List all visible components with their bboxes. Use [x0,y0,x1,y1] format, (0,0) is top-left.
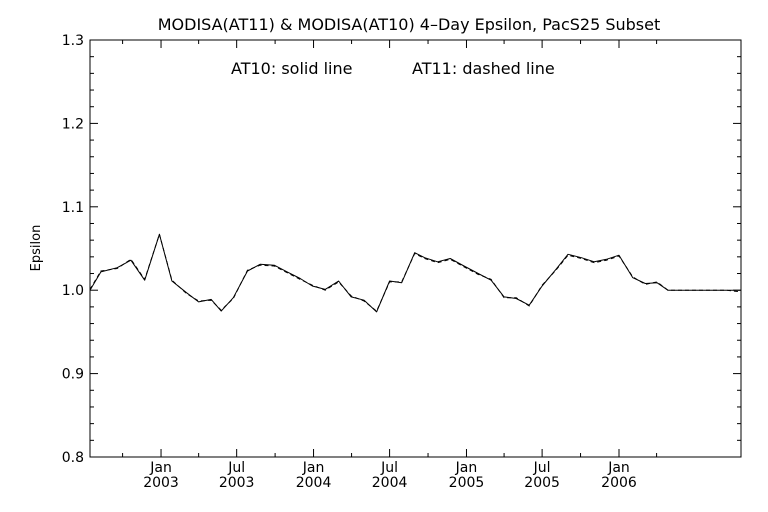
x-tick-label-month: Jul [227,460,245,476]
x-tick-label-year: 2005 [524,475,560,491]
y-tick-label: 1.3 [62,33,84,49]
x-tick-label-month: Jul [533,460,551,476]
x-tick-label-year: 2003 [219,475,255,491]
y-tick-label: 0.8 [62,450,84,466]
x-tick-label-month: Jan [455,460,478,476]
y-tick-label: 1.0 [62,283,84,299]
x-tick-label-month: Jan [302,460,325,476]
y-tick-label: 0.9 [62,367,84,383]
annotation-at10-solid: AT10: solid line [231,59,352,78]
x-tick-label-year: 2006 [601,475,637,491]
y-tick-label: 1.1 [62,200,84,216]
series-layer [89,233,742,313]
x-tick-label-year: 2005 [449,475,485,491]
series-at11-dashed-line [89,233,742,312]
x-tick-label-month: Jul [380,460,398,476]
plot-frame [89,39,742,458]
y-axis-label: Epsilon [29,225,44,272]
x-tick-label-month: Jan [607,460,630,476]
x-tick-label-year: 2004 [372,475,408,491]
y-axis-ticks: 0.8 0.9 1.0 1.1 1.2 1.3 [62,33,741,466]
annotation-at11-dashed: AT11: dashed line [412,59,555,78]
x-tick-label-year: 2003 [143,475,179,491]
chart-title: MODISA(AT11) & MODISA(AT10) 4–Day Epsilo… [158,15,661,34]
x-tick-label-year: 2004 [296,475,332,491]
x-axis-ticks: Jan2003Jul2003Jan2004Jul2004Jan2005Jul20… [122,40,658,491]
series-at10-solid-line [89,233,741,313]
y-tick-label: 1.2 [62,116,84,132]
x-tick-label-month: Jan [149,460,172,476]
